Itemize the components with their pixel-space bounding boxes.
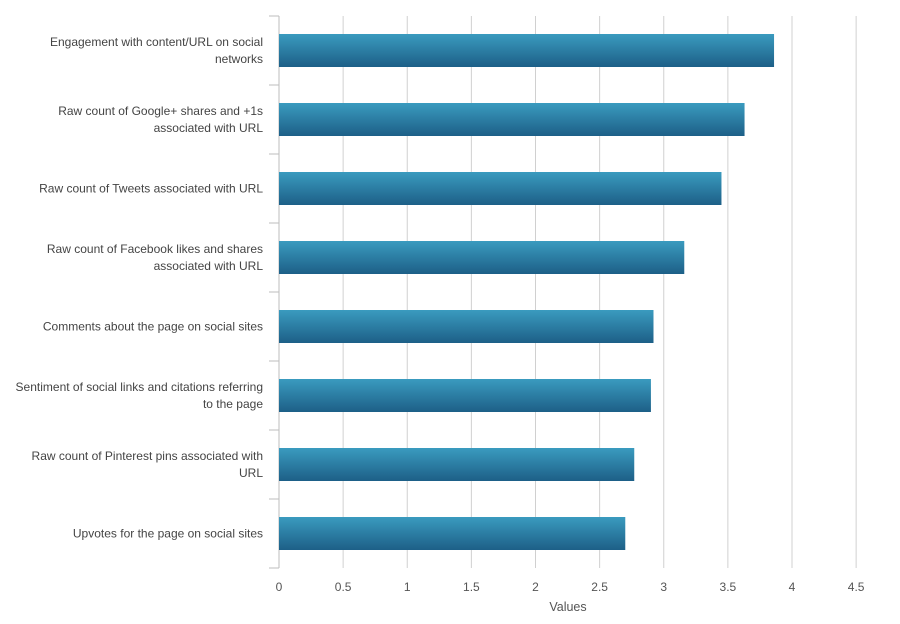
category-label: Raw count of Tweets associated with URL xyxy=(39,182,263,196)
bar xyxy=(279,103,745,136)
gridlines xyxy=(342,16,857,568)
x-tick-label: 3.5 xyxy=(720,580,737,594)
x-tick-label: 3 xyxy=(660,580,667,594)
bar xyxy=(279,241,685,274)
axes xyxy=(269,15,280,569)
category-label: Engagement with content/URL on social net… xyxy=(50,35,263,66)
x-tick-label: 2.5 xyxy=(591,580,608,594)
x-tick-label: 4.5 xyxy=(848,580,865,594)
bar xyxy=(279,310,654,343)
x-tick-label: 1.5 xyxy=(463,580,480,594)
bar xyxy=(279,448,635,481)
category-label: Raw count of Google+ shares and +1s assoc… xyxy=(58,104,263,135)
category-label: Raw count of Pinterest pins associated w… xyxy=(32,449,264,480)
category-label: Upvotes for the page on social sites xyxy=(73,527,263,541)
bar xyxy=(279,517,626,550)
category-labels: Engagement with content/URL on social net… xyxy=(16,35,264,541)
category-label: Comments about the page on social sites xyxy=(43,320,263,334)
x-tick-label: 0.5 xyxy=(335,580,352,594)
bar xyxy=(279,379,651,412)
x-axis-title: Values xyxy=(549,600,586,614)
x-tick-labels: 0 0.5 1 1.5 2 2.5 3 3.5 4 4.5 xyxy=(276,580,865,594)
bars xyxy=(279,34,775,550)
x-tick-label: 2 xyxy=(532,580,539,594)
bar xyxy=(279,172,722,205)
category-label: Sentiment of social links and citations … xyxy=(16,380,264,411)
x-tick-label: 1 xyxy=(404,580,411,594)
bar xyxy=(279,34,775,67)
x-tick-label: 4 xyxy=(789,580,796,594)
category-label: Raw count of Facebook likes and shares as… xyxy=(47,242,263,273)
x-tick-label: 0 xyxy=(276,580,283,594)
